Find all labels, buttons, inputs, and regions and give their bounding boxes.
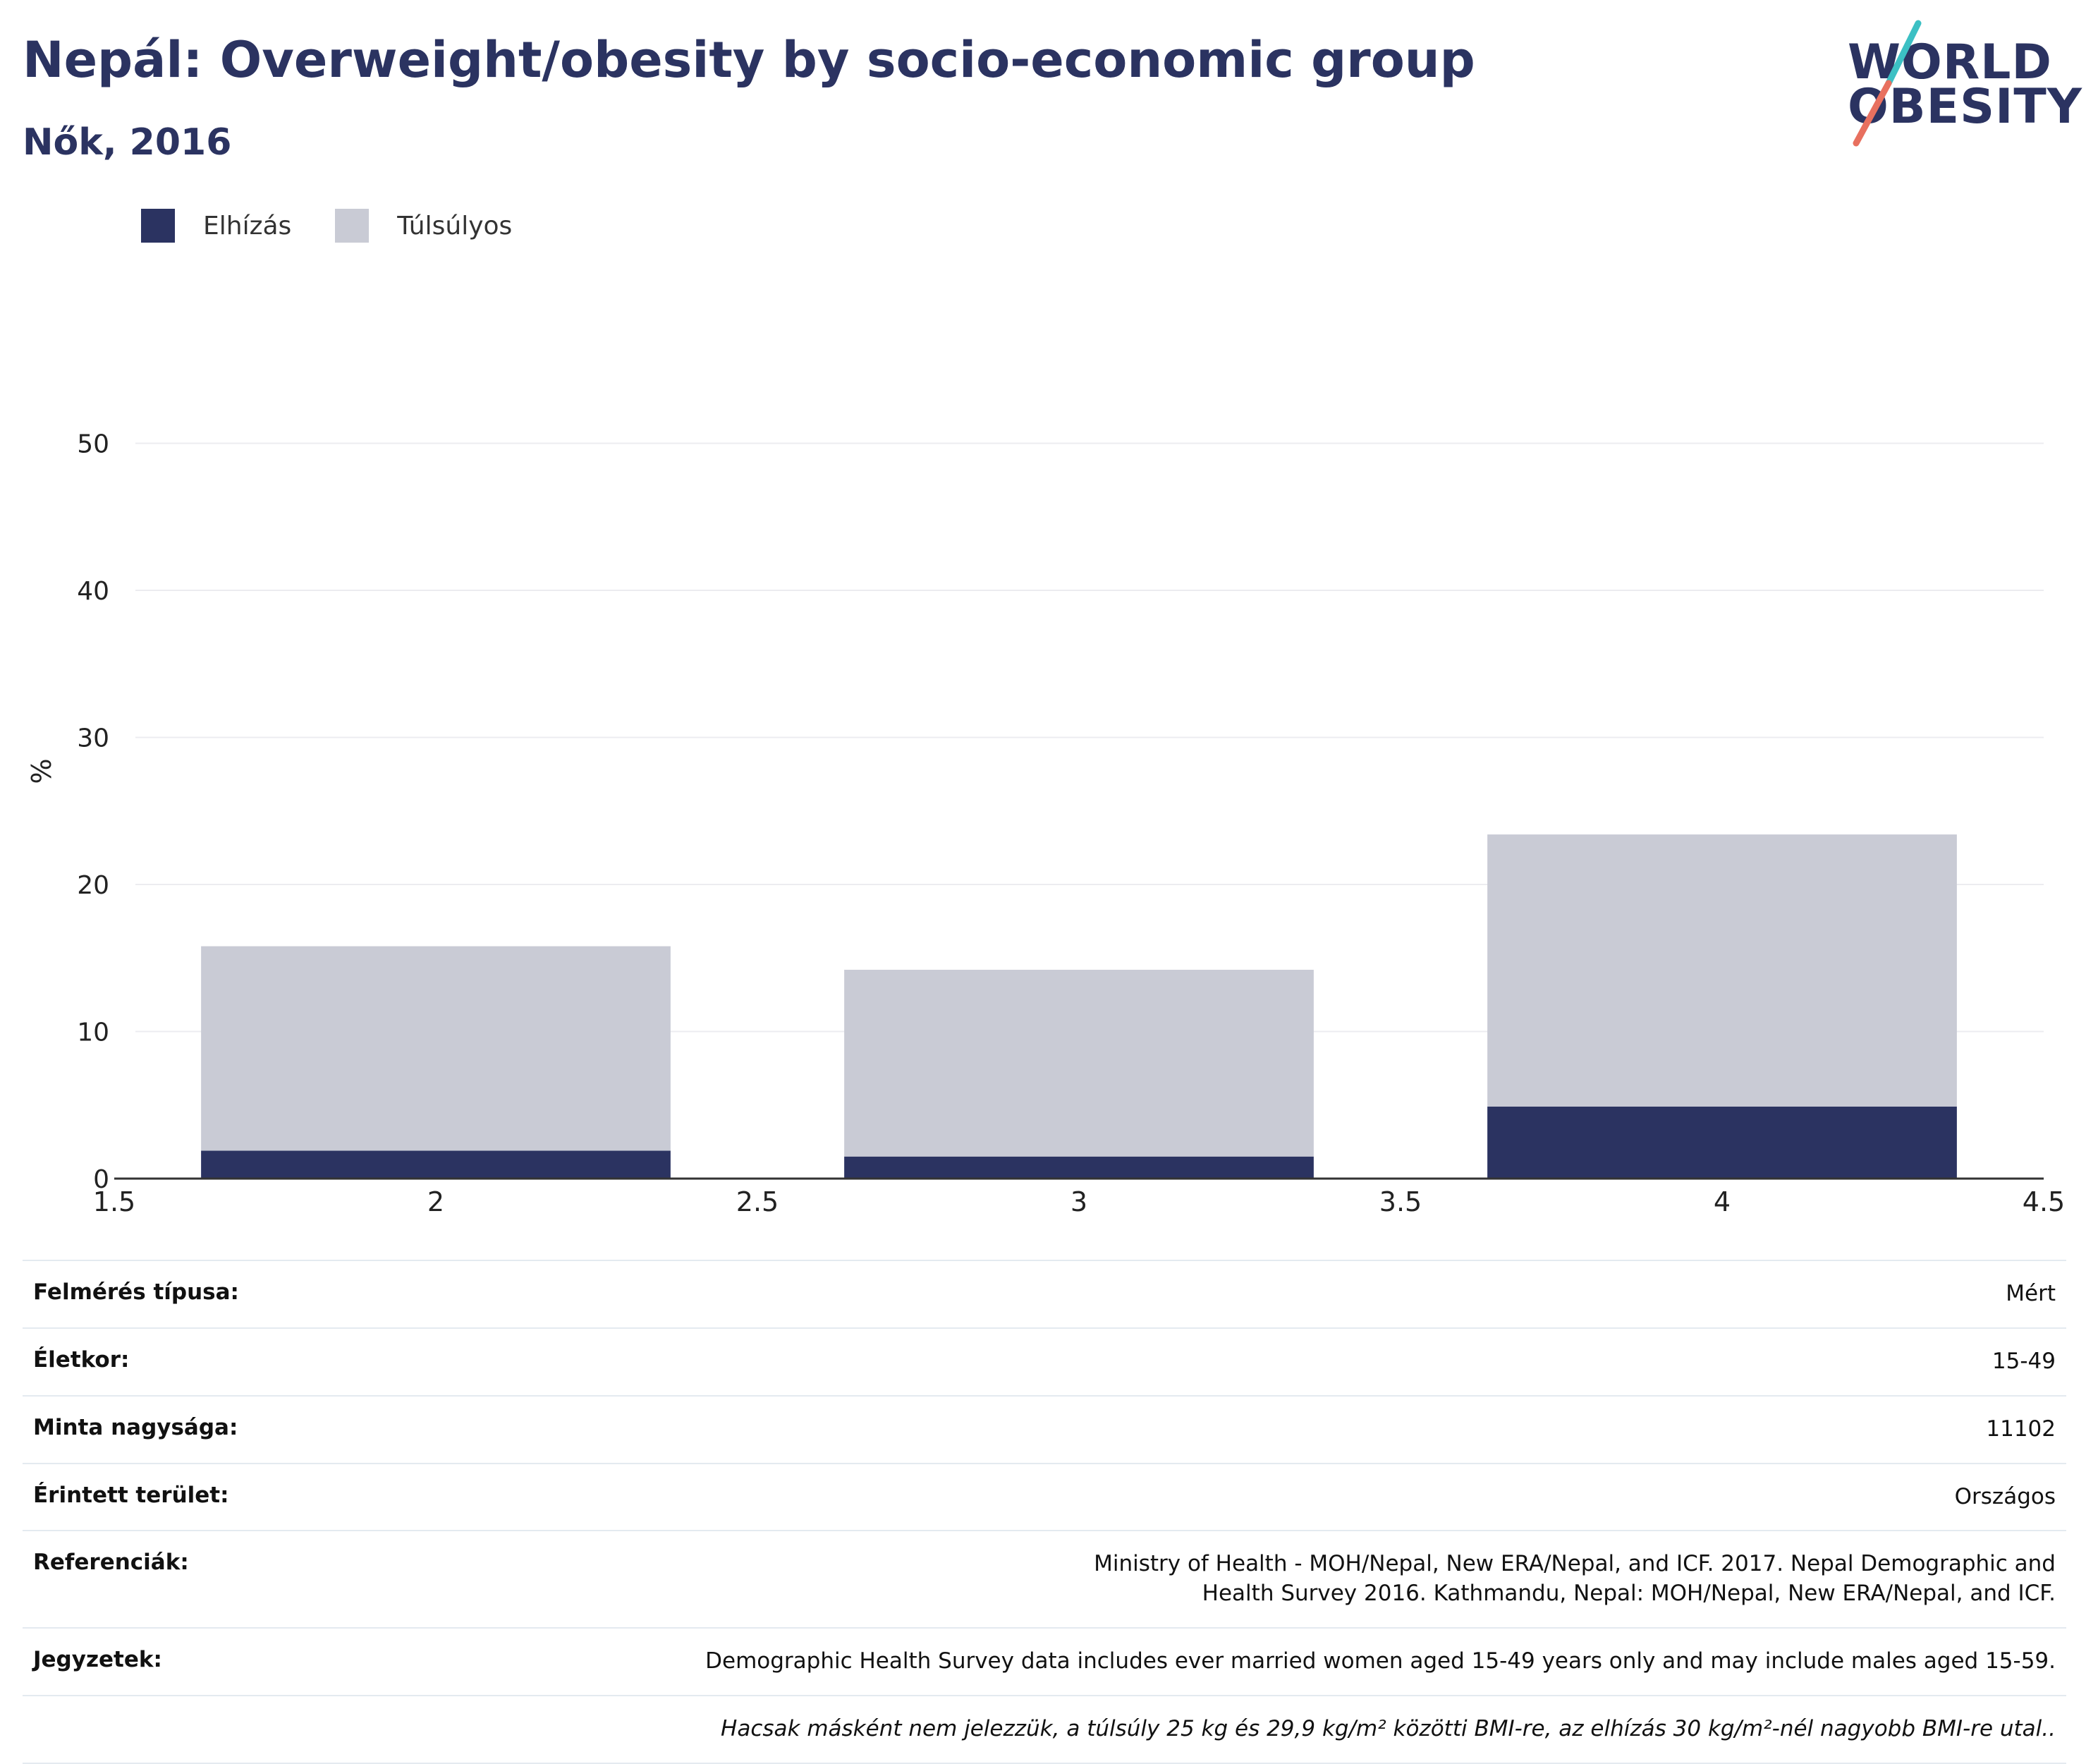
y-tick-label: 0 [93,1165,109,1194]
bar-overweight [201,946,671,1151]
legend-item-overweight[interactable]: Túlsúlyos [335,209,512,243]
info-value: Ministry of Health - MOH/Nepal, New ERA/… [1094,1551,2056,1607]
info-value: 15-49 [1992,1348,2056,1374]
info-row-definition: Hacsak másként nem jelezzük, a túlsúly 2… [23,1695,2066,1763]
bar-obesity [844,1156,1314,1179]
info-label: Felmérés típusa: [33,1279,239,1305]
info-label: Referenciák: [33,1550,189,1576]
info-row-notes: Jegyzetek: Demographic Health Survey dat… [23,1628,2066,1696]
legend-swatch-obesity [141,209,175,243]
y-tick-label: 50 [77,430,109,459]
x-tick-label: 2.5 [736,1186,779,1217]
legend-label-obesity: Elhízás [203,211,292,241]
info-label: Jegyzetek: [33,1647,162,1673]
chart-title: Nepál: Overweight/obesity by socio-econo… [23,31,1475,89]
bar-overweight [1487,834,1957,1107]
bar-obesity [1487,1106,1957,1179]
y-tick-label: 40 [77,577,109,606]
x-tick-label: 3 [1071,1186,1087,1217]
x-tick-label: 1.5 [93,1186,135,1217]
legend-swatch-overweight [335,209,370,243]
legend-label-overweight: Túlsúlyos [397,211,513,241]
info-row-sample-size: Minta nagysága: 11102 [23,1395,2066,1464]
legend-item-obesity[interactable]: Elhízás [141,209,291,243]
info-row-age: Életkor: 15-49 [23,1327,2066,1396]
bar-chart: 0 10 20 30 40 50% 1.5 2 2.5 3 3.5 4 4.5 [26,430,2065,1218]
x-tick-label: 4.5 [2023,1186,2065,1217]
survey-info-table: Felmérés típusa: Mért Életkor: 15-49 Min… [23,1260,2066,1764]
y-tick-label: 20 [77,871,109,900]
x-tick-label: 4 [1714,1186,1731,1217]
y-tick-label: 30 [77,724,109,753]
x-tick-label: 2 [427,1186,444,1217]
y-axis-label: % [26,758,57,784]
x-tick-label: 3.5 [1379,1186,1422,1217]
bar-obesity [201,1150,671,1179]
chart-subtitle: Nők, 2016 [23,121,232,164]
info-value: Országos [1954,1483,2056,1509]
logo-slash-icon [1853,20,1922,147]
info-label: Életkor: [33,1346,130,1373]
bar-overweight [844,969,1314,1157]
info-value: 11102 [1986,1416,2056,1442]
info-value: Mért [2006,1281,2056,1306]
info-label [23,1696,467,1763]
info-row-area: Érintett terület: Országos [23,1463,2066,1531]
chart-legend: Elhízás Túlsúlyos [141,209,556,243]
info-value-note: Hacsak másként nem jelezzük, a túlsúly 2… [721,1715,2056,1741]
y-tick-label: 10 [77,1018,109,1047]
info-value: Demographic Health Survey data includes … [705,1648,2056,1674]
info-row-references: Referenciák: Ministry of Health - MOH/Ne… [23,1531,2066,1628]
info-label: Érintett terület: [33,1482,229,1508]
logo-text-line1: WORLD [1848,35,2052,90]
info-row-survey-type: Felmérés típusa: Mért [23,1260,2066,1328]
info-label: Minta nagysága: [33,1414,238,1440]
